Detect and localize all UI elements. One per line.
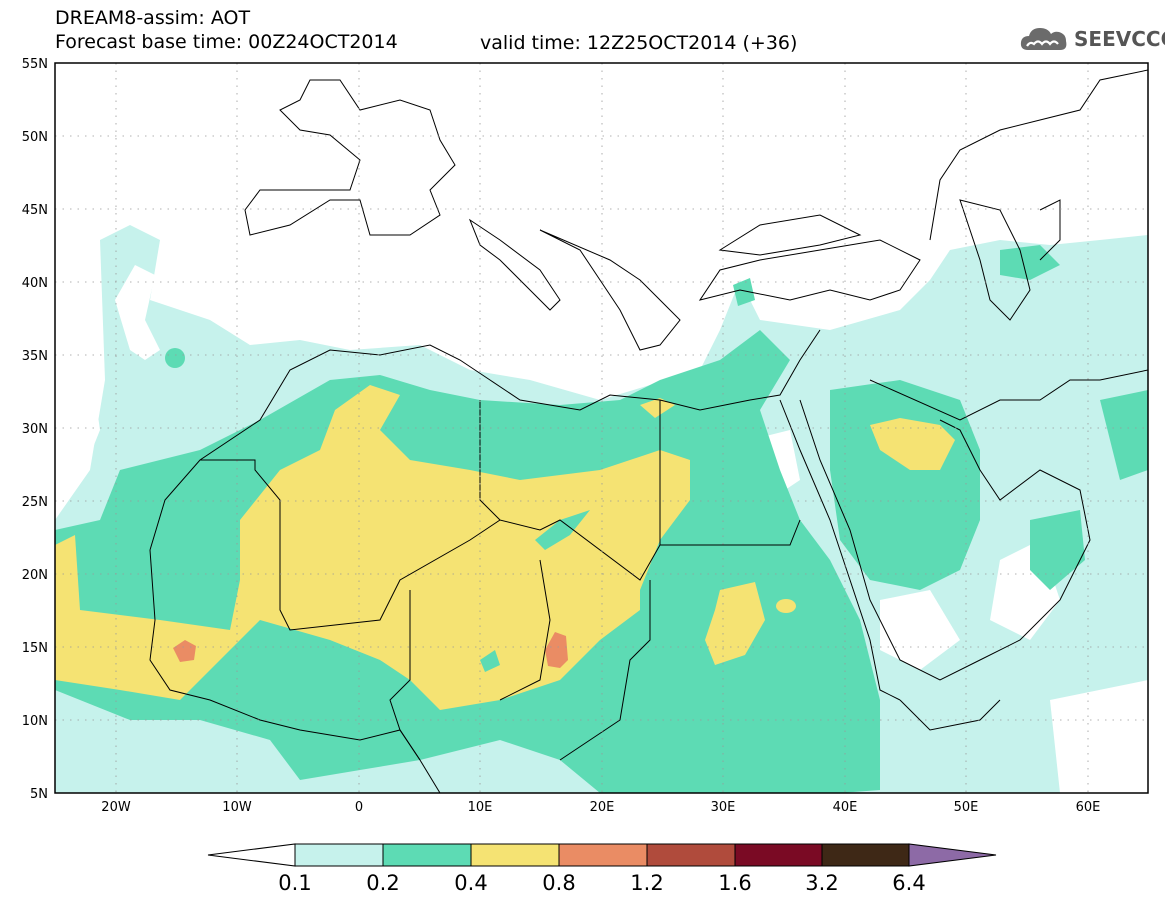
lon-label: 0 bbox=[355, 800, 363, 815]
lon-label: 30E bbox=[711, 800, 736, 815]
colorbar-labels: 0.1 0.2 0.4 0.8 1.2 1.6 3.2 6.4 bbox=[278, 871, 925, 895]
lat-label: 25N bbox=[22, 495, 48, 510]
lat-label: 5N bbox=[30, 787, 48, 802]
map-title: DREAM8-assim: AOT bbox=[55, 7, 251, 29]
coastlines bbox=[149, 69, 1148, 793]
lon-label: 40E bbox=[833, 800, 858, 815]
colorbar-swatch bbox=[470, 843, 560, 867]
colorbar-swatch bbox=[646, 843, 736, 867]
longitude-axis: 20W 10W 0 10E 20E 30E 40E 50E 60E bbox=[101, 800, 1100, 815]
colorbar-swatch bbox=[734, 843, 823, 867]
latitude-axis: 55N 50N 45N 40N 35N 30N 25N 20N 15N 10N … bbox=[22, 57, 48, 802]
colorbar-under-arrow bbox=[207, 843, 296, 867]
lon-label: 50E bbox=[954, 800, 979, 815]
colorbar-swatch bbox=[821, 843, 910, 867]
colorbar-label: 6.4 bbox=[892, 871, 925, 895]
lon-label: 20E bbox=[590, 800, 615, 815]
colorbar-swatch bbox=[294, 843, 384, 867]
seevccc-logo: SEEVCCC bbox=[1018, 24, 1165, 54]
colorbar-label: 0.8 bbox=[542, 871, 575, 895]
colorbar-label: 0.2 bbox=[366, 871, 399, 895]
lat-label: 15N bbox=[22, 641, 48, 656]
valid-time: valid time: 12Z25OCT2014 (+36) bbox=[480, 32, 798, 54]
colorbar-label: 1.2 bbox=[630, 871, 663, 895]
lon-label: 10E bbox=[468, 800, 493, 815]
lat-label: 35N bbox=[22, 349, 48, 364]
lon-label: 60E bbox=[1076, 800, 1101, 815]
cloud-icon bbox=[1020, 28, 1067, 50]
forecast-base-time: Forecast base time: 00Z24OCT2014 bbox=[55, 31, 398, 53]
colorbar bbox=[207, 843, 997, 867]
lon-label: 10W bbox=[222, 800, 252, 815]
colorbar-swatch bbox=[558, 843, 648, 867]
grid-lines bbox=[55, 63, 1148, 793]
aot-band-0.8 bbox=[545, 632, 568, 668]
aot-fields bbox=[55, 225, 1148, 793]
colorbar-swatch bbox=[382, 843, 472, 867]
colorbar-label: 1.6 bbox=[718, 871, 751, 895]
lat-label: 30N bbox=[22, 422, 48, 437]
lat-label: 20N bbox=[22, 568, 48, 583]
colorbar-label: 3.2 bbox=[805, 871, 838, 895]
aot-band-0.4 bbox=[55, 385, 690, 710]
lat-label: 55N bbox=[22, 57, 48, 72]
lat-label: 45N bbox=[22, 203, 48, 218]
colorbar-label: 0.4 bbox=[454, 871, 487, 895]
logo-text: SEEVCCC bbox=[1074, 27, 1165, 51]
colorbar-label: 0.1 bbox=[278, 871, 311, 895]
lat-label: 10N bbox=[22, 714, 48, 729]
lat-label: 40N bbox=[22, 276, 48, 291]
lon-label: 20W bbox=[101, 800, 131, 815]
colorbar-over-arrow bbox=[908, 843, 997, 867]
lat-label: 50N bbox=[22, 130, 48, 145]
map-border bbox=[54, 62, 1149, 794]
